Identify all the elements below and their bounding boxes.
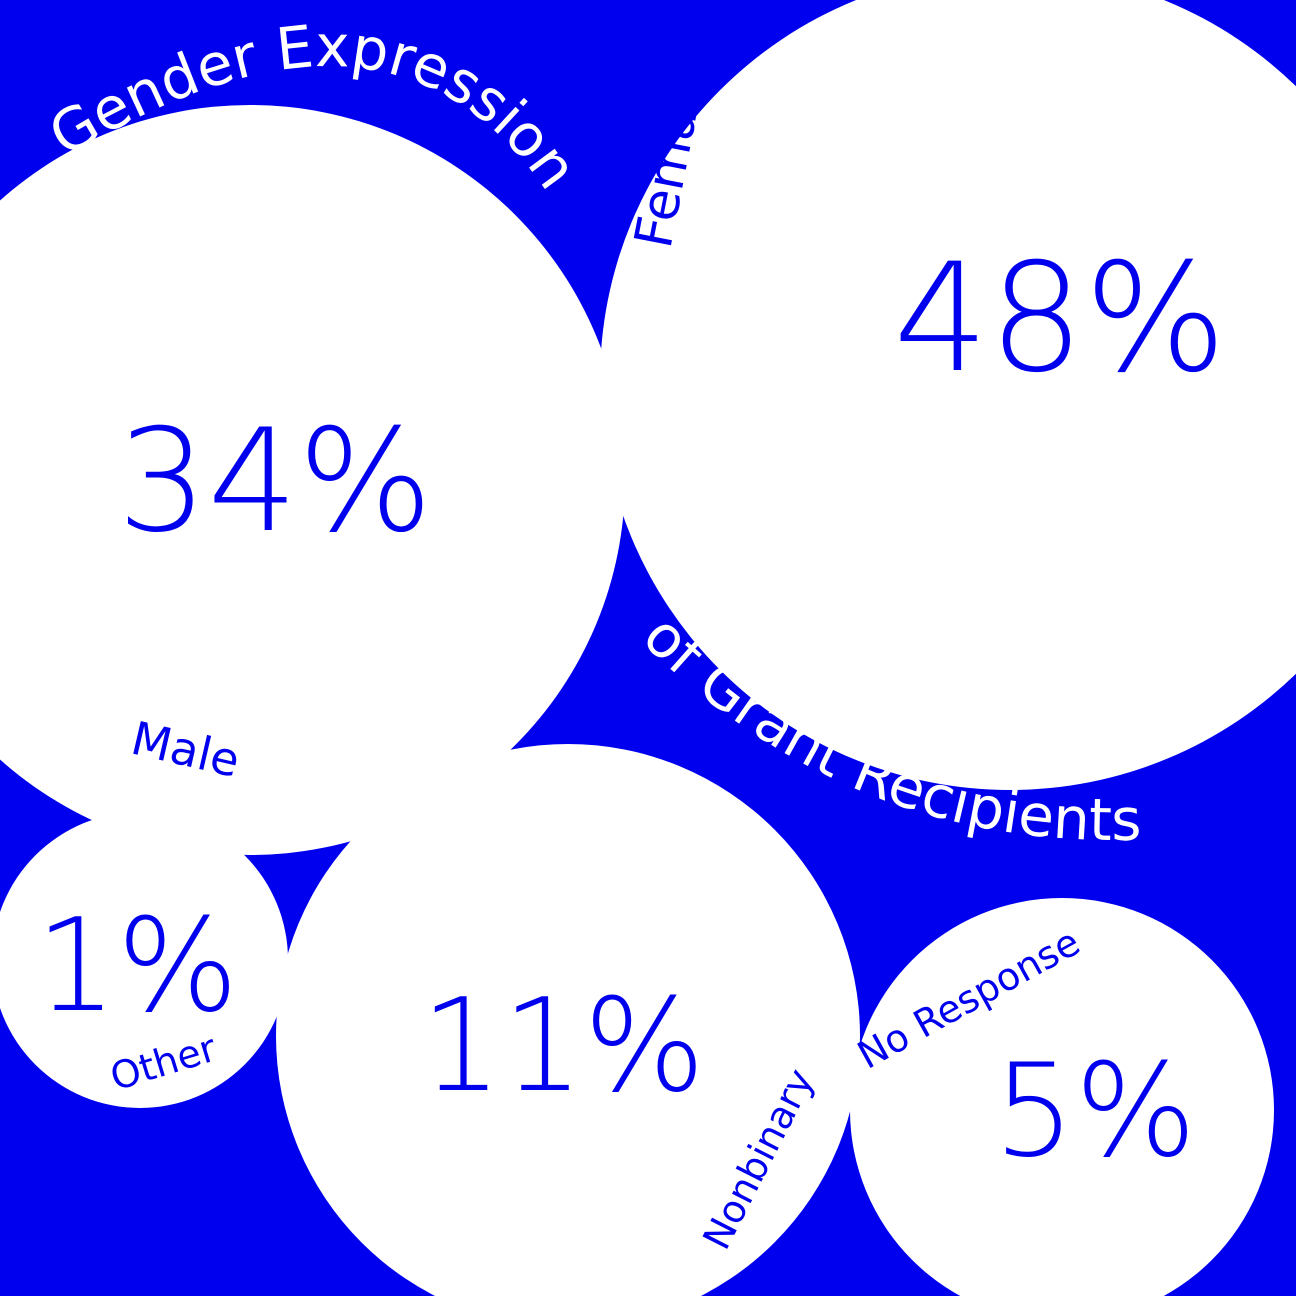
value-label-other: 1% <box>35 892 238 1041</box>
value-label-no-response: 5% <box>993 1037 1196 1186</box>
bubble-nonbinary <box>276 744 860 1296</box>
bubble-male <box>0 105 625 855</box>
value-label-group: 48% 34% 11% 5% 1% <box>35 232 1226 1186</box>
value-label-female: 48% <box>893 232 1226 406</box>
value-label-nonbinary: 11% <box>421 972 706 1121</box>
value-label-male: 34% <box>117 399 433 564</box>
bubble-female <box>600 0 1296 790</box>
bubble-other <box>0 812 288 1108</box>
bubble-no-response <box>850 898 1274 1296</box>
